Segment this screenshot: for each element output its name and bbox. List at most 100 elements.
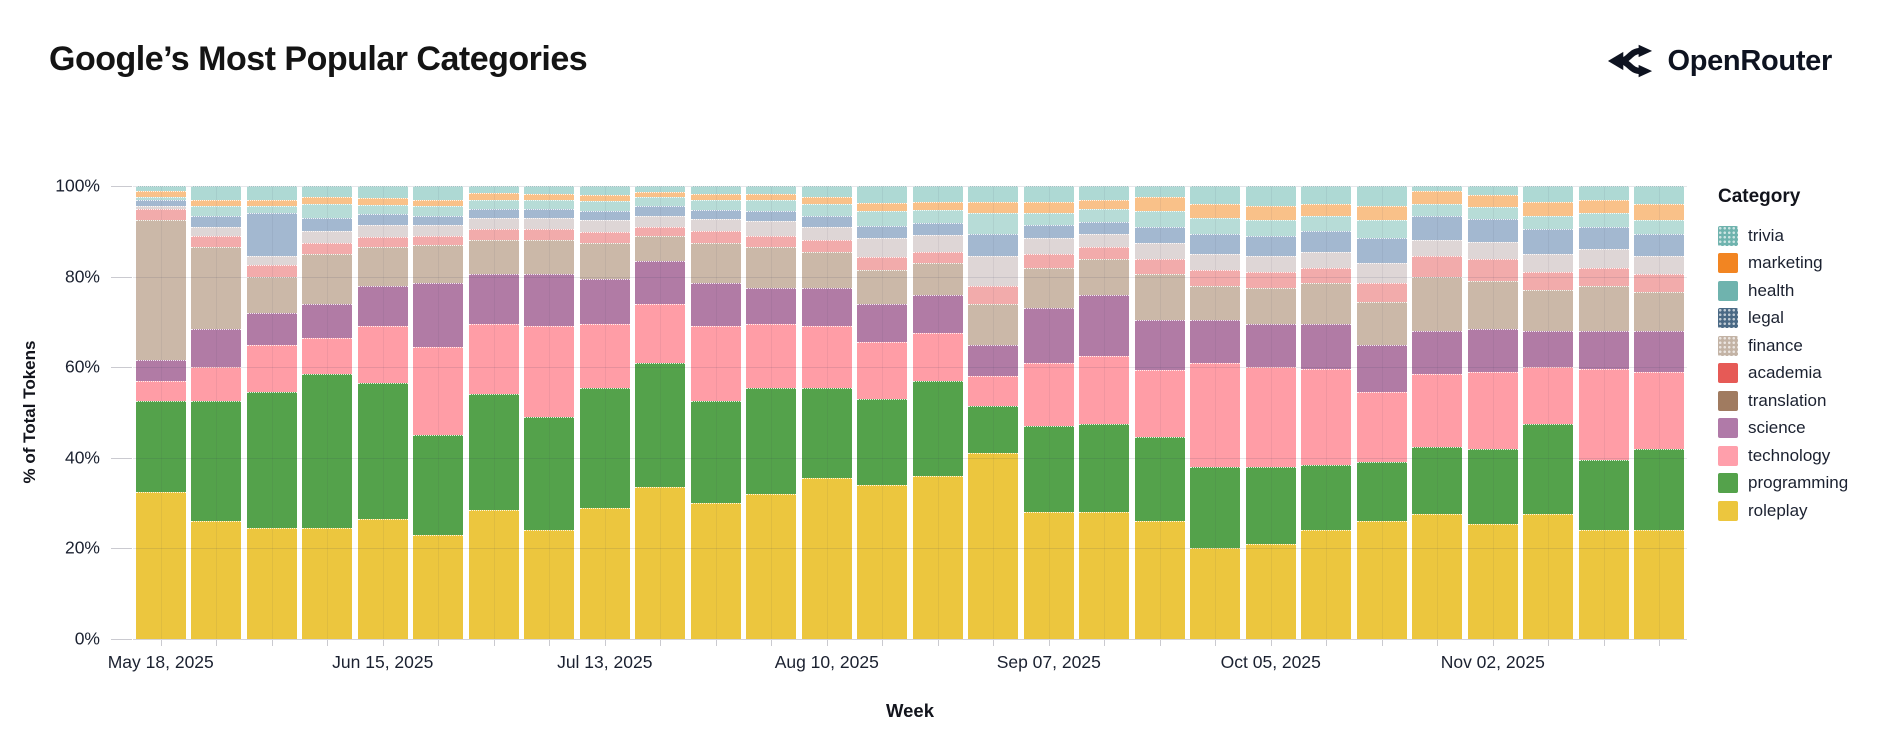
x-tick-label: Sep 07, 2025 (996, 652, 1101, 672)
bar-segment-legal (1634, 233, 1685, 257)
bar-segment-legal (135, 199, 186, 207)
bar-segment-marketing (191, 199, 242, 207)
x-tick-mark (604, 640, 606, 646)
bar-segment-programming (968, 405, 1019, 454)
bar-segment-legal (1190, 233, 1241, 254)
y-tick-mark (111, 367, 132, 369)
bar-segment-legal (357, 214, 408, 225)
bar-week (801, 186, 852, 639)
bar-week (357, 186, 408, 639)
bar-segment-programming (579, 387, 630, 508)
x-tick-label: Jun 15, 2025 (332, 652, 434, 672)
bar-segment-legal (1523, 229, 1574, 254)
x-tick-mark (882, 640, 884, 646)
bar-segment-technology (1467, 371, 1518, 449)
bar-segment-roleplay (857, 484, 908, 639)
bar-segment-academia (690, 231, 741, 243)
bar-segment-translation (1245, 287, 1296, 325)
bar-week (690, 186, 741, 639)
x-tick-mark (382, 640, 384, 646)
bar-segment-legal (857, 225, 908, 239)
bar-segment-health (1467, 207, 1518, 220)
bar-segment-technology (1245, 367, 1296, 467)
bar-segment-programming (1134, 437, 1185, 522)
bar-segment-health (1245, 220, 1296, 236)
bar-segment-science (579, 278, 630, 325)
y-tick-mark (111, 276, 132, 278)
legend-item-trivia: trivia (1718, 222, 1878, 250)
bar-segment-roleplay (191, 521, 242, 639)
bar-segment-legal (968, 233, 1019, 257)
legend-item-finance: finance (1718, 332, 1878, 360)
bar-segment-science (1356, 344, 1407, 393)
bar-segment-trivia (1578, 186, 1629, 200)
bar-segment-finance (1301, 251, 1352, 268)
legend-label: technology (1748, 445, 1831, 465)
bar-segment-translation (1467, 281, 1518, 329)
bar-segment-finance (912, 234, 963, 252)
legend-item-programming: programming (1718, 470, 1878, 498)
x-tick-mark (1437, 640, 1439, 646)
brand-logo[interactable]: OpenRouter (1607, 42, 1832, 80)
bar-week (1023, 186, 1074, 639)
bar-segment-legal (413, 215, 464, 225)
bar-segment-trivia (1079, 186, 1130, 200)
bar-segment-trivia (1523, 186, 1574, 202)
bar-segment-marketing (1134, 197, 1185, 211)
bar-segment-health (968, 213, 1019, 234)
bar-segment-technology (524, 326, 575, 418)
bar-segment-technology (1079, 355, 1130, 424)
bar-segment-academia (524, 229, 575, 241)
x-tick-mark (216, 640, 218, 646)
bar-segment-programming (191, 401, 242, 522)
bar-segment-health (1412, 204, 1463, 216)
bar-segment-translation (912, 263, 963, 295)
x-tick-mark (771, 640, 773, 646)
legend-item-marketing: marketing (1718, 250, 1878, 278)
bar-segment-translation (690, 242, 741, 284)
bar-segment-programming (690, 401, 741, 504)
bar-segment-marketing (357, 198, 408, 206)
bar-segment-finance (468, 217, 519, 230)
bar-segment-finance (302, 231, 353, 243)
bar-segment-translation (635, 235, 686, 261)
y-tick-label: 60% (64, 356, 100, 377)
bar-segment-programming (1079, 423, 1130, 513)
legend-label: academia (1748, 363, 1822, 383)
bar-segment-health (1356, 220, 1407, 239)
bar-segment-finance (135, 206, 186, 209)
bar-segment-marketing (468, 192, 519, 200)
bar-segment-science (1134, 319, 1185, 370)
bar-segment-science (1467, 328, 1518, 372)
bar-segment-science (1412, 331, 1463, 375)
bar-segment-roleplay (135, 491, 186, 639)
bar-segment-legal (579, 211, 630, 221)
bar-segment-technology (857, 342, 908, 399)
bar-segment-marketing (690, 193, 741, 200)
bar-segment-translation (1356, 301, 1407, 345)
bar-segment-technology (1134, 369, 1185, 438)
bar-segment-legal (191, 215, 242, 227)
legend-label: translation (1748, 390, 1827, 410)
legend-item-roleplay: roleplay (1718, 497, 1878, 525)
bar-segment-technology (246, 344, 297, 393)
bar-segment-programming (746, 387, 797, 495)
bar-segment-marketing (579, 195, 630, 202)
bar-segment-roleplay (1134, 521, 1185, 639)
bar-segment-marketing (1079, 199, 1130, 209)
chart-legend: Category trivia marketing health legal finan… (1718, 186, 1878, 525)
bar-week (246, 186, 297, 639)
bar-segment-roleplay (912, 475, 963, 639)
bar-week (1634, 186, 1685, 639)
bar-segment-programming (801, 387, 852, 479)
legend-title: Category (1718, 186, 1801, 207)
x-tick-mark (1159, 640, 1161, 646)
x-tick-mark (1492, 640, 1494, 646)
bar-segment-finance (801, 226, 852, 241)
x-tick-mark (826, 640, 828, 646)
bar-segment-science (1301, 324, 1352, 370)
bar-segment-trivia (357, 186, 408, 199)
bar-segment-academia (191, 235, 242, 248)
bar-segment-trivia (746, 186, 797, 194)
bar-segment-programming (635, 362, 686, 488)
